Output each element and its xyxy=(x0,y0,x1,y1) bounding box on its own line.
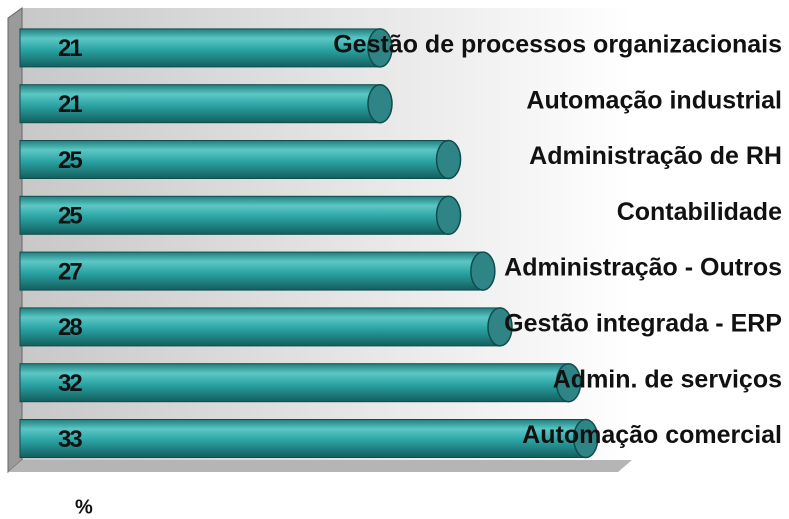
bar-cap xyxy=(367,83,393,124)
category-label: Gestão integrada - ERP xyxy=(504,310,782,338)
floor xyxy=(8,460,632,472)
bar-cap xyxy=(435,195,462,236)
bar-cap xyxy=(435,139,462,180)
category-label: Administração - Outros xyxy=(504,254,782,282)
value-label: 25 xyxy=(58,203,82,230)
value-label: 21 xyxy=(58,35,82,62)
bar xyxy=(19,419,587,458)
side-wall xyxy=(7,7,23,474)
value-label: 25 xyxy=(58,147,82,174)
bar-cap xyxy=(487,307,513,347)
bar xyxy=(19,251,484,291)
bar-cap xyxy=(572,418,599,459)
value-label: 27 xyxy=(58,258,82,285)
category-label: Automação industrial xyxy=(526,86,782,114)
category-label: Administração de RH xyxy=(529,142,782,170)
bar xyxy=(19,140,450,179)
bar xyxy=(19,363,570,403)
category-label: Automação comercial xyxy=(522,421,782,449)
value-label: 32 xyxy=(58,370,82,397)
category-label: Gestão de processos organizacionais xyxy=(333,31,782,59)
bar xyxy=(19,307,501,347)
bar-cap xyxy=(367,28,393,68)
value-label: 33 xyxy=(58,426,82,453)
value-label: 28 xyxy=(58,314,82,341)
category-label: Contabilidade xyxy=(617,198,782,226)
bar-cap xyxy=(555,362,582,403)
bar xyxy=(19,28,381,68)
x-axis-label: % xyxy=(75,496,93,518)
category-label: Admin. de serviços xyxy=(553,365,782,393)
value-label: 21 xyxy=(58,91,82,118)
bar xyxy=(19,195,450,235)
bar-cap xyxy=(470,251,496,291)
